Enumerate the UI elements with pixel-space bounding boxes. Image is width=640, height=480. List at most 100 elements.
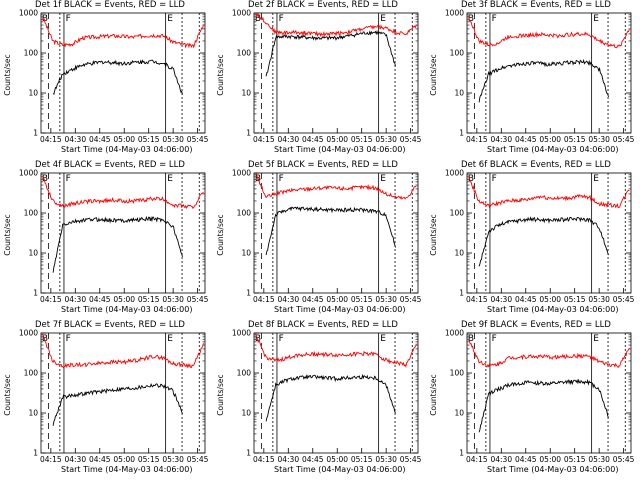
x-tick-label: 05:30: [375, 135, 397, 144]
x-tick-label: 04:15: [253, 295, 275, 304]
marker-label-B: B: [468, 14, 474, 24]
marker-label-E: E: [380, 334, 386, 344]
y-tick-label: 1: [246, 289, 251, 298]
marker-label-B: B: [42, 14, 48, 24]
marker-label-E: E: [593, 334, 599, 344]
x-tick-label: 04:45: [89, 455, 111, 464]
x-tick-label: 04:45: [302, 455, 324, 464]
y-tick-label: 1: [33, 449, 38, 458]
plot-frame: [253, 172, 419, 294]
y-tick-label: 100: [237, 49, 252, 58]
marker-label-F: F: [279, 14, 284, 24]
y-tick-label: 1: [246, 449, 251, 458]
x-tick-label: 04:30: [64, 295, 86, 304]
x-tick-label: 05:00: [539, 295, 561, 304]
x-tick-label: 04:30: [277, 455, 299, 464]
x-tick-label: 05:45: [187, 135, 209, 144]
y-tick-label: 10: [241, 89, 251, 98]
series-events-line: [265, 206, 396, 256]
y-tick-label: 1: [33, 289, 38, 298]
x-tick-label: 04:30: [490, 295, 512, 304]
plot-frame: [466, 12, 632, 134]
plot-frame: [466, 172, 632, 294]
y-tick-label: 1000: [232, 329, 251, 338]
x-tick-label: 05:00: [539, 455, 561, 464]
x-tick-label: 05:30: [588, 135, 610, 144]
y-tick-label: 10: [28, 249, 38, 258]
y-tick-label: 100: [24, 209, 39, 218]
x-tick-label: 05:15: [138, 135, 160, 144]
panel-det-5: Det 5f BLACK = Events, RED = LLD Start Ti…: [213, 160, 426, 320]
x-tick-label: 04:30: [490, 135, 512, 144]
x-tick-label: 05:15: [351, 135, 373, 144]
series-events-line: [478, 378, 609, 433]
y-tick-label: 10: [241, 249, 251, 258]
marker-label-F: F: [66, 14, 71, 24]
x-axis-label: Start Time (04-May-03 04:06:00): [487, 145, 619, 154]
x-tick-label: 04:45: [515, 135, 537, 144]
panel-det-3: Det 3f BLACK = Events, RED = LLD Start Ti…: [426, 0, 639, 160]
x-tick-label: 04:30: [490, 455, 512, 464]
plot-area: 1 10 100 1000 04:15 04:30 04:45 05:00 05:15 05:30…: [445, 329, 635, 465]
y-tick-label: 1: [459, 449, 464, 458]
marker-label-E: E: [380, 14, 386, 24]
plot-frame: [253, 12, 419, 134]
x-tick-label: 04:45: [515, 295, 537, 304]
panel-det-1: Det 1f BLACK = Events, RED = LLD Start Ti…: [0, 0, 213, 160]
plot-area: 1 10 100 1000 04:15 04:30 04:45 05:00 05:15 05:30…: [19, 329, 209, 465]
x-tick-label: 05:00: [326, 455, 348, 464]
marker-label-E: E: [167, 14, 173, 24]
marker-label-E: E: [167, 334, 173, 344]
panel-det-7: Det 7f BLACK = Events, RED = LLD Start Ti…: [0, 320, 213, 480]
marker-label-B: B: [468, 334, 474, 344]
marker-label-F: F: [492, 14, 497, 24]
x-tick-label: 05:15: [138, 455, 160, 464]
x-tick-label: 05:00: [113, 455, 135, 464]
chart-title: Det 4f BLACK = Events, RED = LLD: [35, 160, 185, 170]
y-tick-label: 100: [450, 209, 465, 218]
marker-label-F: F: [492, 174, 497, 184]
x-tick-label: 05:45: [400, 135, 422, 144]
x-axis-label: Start Time (04-May-03 04:06:00): [274, 465, 406, 474]
y-tick-label: 1000: [19, 9, 38, 18]
plot-area: 1 10 100 1000 04:15 04:30 04:45 05:00 05:15 05:30…: [232, 169, 422, 305]
x-axis-label: Start Time (04-May-03 04:06:00): [61, 305, 193, 314]
chart-title: Det 8f BLACK = Events, RED = LLD: [248, 320, 398, 330]
marker-label-E: E: [593, 174, 599, 184]
plot-area: 1 10 100 1000 04:15 04:30 04:45 05:00 05:15 05:30…: [445, 9, 635, 145]
x-tick-label: 04:15: [466, 135, 488, 144]
chart-title: Det 5f BLACK = Events, RED = LLD: [248, 160, 398, 170]
x-tick-label: 04:30: [64, 135, 86, 144]
plot-frame: [40, 332, 206, 454]
x-tick-label: 05:30: [162, 135, 184, 144]
y-tick-label: 1000: [19, 329, 38, 338]
x-tick-label: 05:30: [375, 455, 397, 464]
panel-det-8: Det 8f BLACK = Events, RED = LLD Start Ti…: [213, 320, 426, 480]
chart-title: Det 3f BLACK = Events, RED = LLD: [461, 0, 611, 10]
plot-frame: [466, 332, 632, 454]
x-tick-label: 05:30: [375, 295, 397, 304]
x-tick-label: 04:15: [253, 455, 275, 464]
x-tick-label: 04:45: [89, 135, 111, 144]
x-tick-label: 04:45: [515, 455, 537, 464]
x-tick-label: 04:45: [89, 295, 111, 304]
y-tick-label: 1: [459, 289, 464, 298]
x-tick-label: 04:15: [40, 455, 62, 464]
marker-label-F: F: [66, 334, 71, 344]
x-tick-label: 05:00: [326, 135, 348, 144]
series-lld-line: [468, 176, 630, 209]
x-tick-label: 05:15: [351, 455, 373, 464]
y-tick-label: 1000: [232, 9, 251, 18]
series-lld-line: [255, 173, 417, 200]
marker-label-E: E: [167, 174, 173, 184]
series-events-line: [52, 215, 183, 273]
y-tick-label: 10: [28, 89, 38, 98]
x-tick-label: 04:15: [466, 295, 488, 304]
marker-label-E: E: [380, 174, 386, 184]
y-tick-label: 10: [241, 409, 251, 418]
x-axis-label: Start Time (04-May-03 04:06:00): [61, 145, 193, 154]
series-lld-line: [42, 175, 204, 209]
series-lld-line: [468, 339, 630, 369]
plot-area: 1 10 100 1000 04:15 04:30 04:45 05:00 05:15 05:30…: [232, 329, 422, 465]
